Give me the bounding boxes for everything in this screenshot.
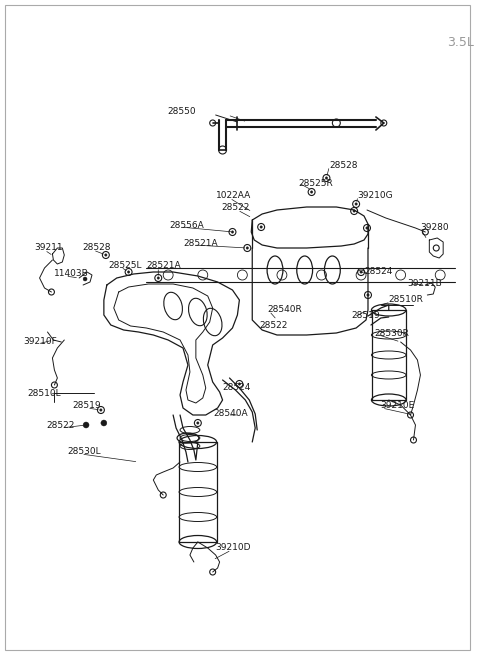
Circle shape xyxy=(360,271,362,273)
Text: 28521A: 28521A xyxy=(183,238,217,248)
Text: 28530L: 28530L xyxy=(67,447,101,457)
Text: 28510R: 28510R xyxy=(389,295,424,305)
Text: 39210G: 39210G xyxy=(357,191,393,200)
Text: 28524: 28524 xyxy=(223,383,251,392)
Text: 28540R: 28540R xyxy=(267,305,302,314)
Circle shape xyxy=(157,277,159,279)
Text: 39210E: 39210E xyxy=(380,402,414,411)
Circle shape xyxy=(366,227,368,229)
Text: 28519: 28519 xyxy=(72,402,101,411)
Text: 11403B: 11403B xyxy=(54,269,89,278)
Circle shape xyxy=(325,177,328,179)
Text: 39211B: 39211B xyxy=(408,278,442,288)
Circle shape xyxy=(238,383,240,385)
Circle shape xyxy=(105,253,107,256)
Text: 39280: 39280 xyxy=(420,223,449,233)
Circle shape xyxy=(83,422,89,428)
Text: 28510L: 28510L xyxy=(28,388,61,398)
Circle shape xyxy=(246,247,249,249)
Circle shape xyxy=(101,420,107,426)
Text: 28525L: 28525L xyxy=(109,261,142,269)
Text: 28556A: 28556A xyxy=(169,221,204,231)
Text: 28540A: 28540A xyxy=(214,409,248,417)
Text: 28524: 28524 xyxy=(364,267,393,276)
Circle shape xyxy=(355,203,357,205)
Circle shape xyxy=(367,294,369,296)
Circle shape xyxy=(231,231,234,233)
Circle shape xyxy=(197,422,199,424)
Text: 28522: 28522 xyxy=(222,204,250,212)
Circle shape xyxy=(100,409,102,411)
Text: 28519: 28519 xyxy=(351,312,380,320)
Circle shape xyxy=(260,226,263,228)
Text: 28525R: 28525R xyxy=(299,179,334,187)
Text: 28530R: 28530R xyxy=(374,329,409,337)
Text: 1022AA: 1022AA xyxy=(216,191,251,200)
Text: 39211: 39211 xyxy=(35,244,63,252)
Text: 28522: 28522 xyxy=(47,422,75,430)
Text: 28528: 28528 xyxy=(329,162,358,170)
Circle shape xyxy=(83,277,87,281)
Circle shape xyxy=(311,191,313,193)
Text: 28521A: 28521A xyxy=(146,261,181,269)
Text: 3.5L: 3.5L xyxy=(447,35,474,48)
Text: 39210F: 39210F xyxy=(24,337,58,346)
Text: 28522: 28522 xyxy=(259,322,288,331)
Text: 28550: 28550 xyxy=(167,107,196,117)
Text: 28528: 28528 xyxy=(82,244,110,252)
Circle shape xyxy=(127,271,130,273)
Circle shape xyxy=(353,210,355,212)
Text: 39210D: 39210D xyxy=(216,544,251,553)
